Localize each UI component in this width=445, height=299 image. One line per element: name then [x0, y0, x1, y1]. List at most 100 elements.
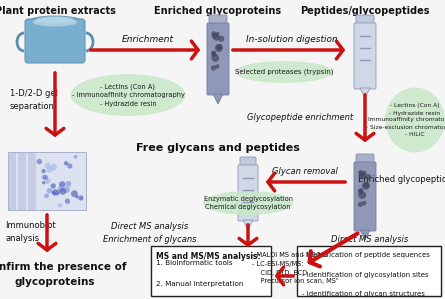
Circle shape	[46, 166, 53, 173]
FancyBboxPatch shape	[207, 23, 229, 95]
Text: - Identification of peptide sequences

- Identification of glycosylation sites

: - Identification of peptide sequences - …	[302, 252, 430, 297]
Circle shape	[57, 203, 62, 208]
Circle shape	[80, 197, 83, 200]
Text: Immunoblot
analysis: Immunoblot analysis	[5, 221, 56, 243]
FancyBboxPatch shape	[151, 246, 271, 296]
Circle shape	[215, 44, 223, 52]
Polygon shape	[360, 88, 370, 98]
Text: Enriched glycopeptides: Enriched glycopeptides	[358, 176, 445, 184]
Circle shape	[55, 190, 60, 195]
Circle shape	[215, 32, 219, 36]
Circle shape	[65, 181, 71, 187]
Circle shape	[41, 175, 46, 180]
Circle shape	[41, 169, 46, 173]
Text: - Lectins (Con A)
- Immunoaffinity chromatography
- Hydrazide resin: - Lectins (Con A) - Immunoaffinity chrom…	[72, 83, 184, 107]
Circle shape	[78, 195, 83, 201]
FancyBboxPatch shape	[297, 246, 441, 296]
Ellipse shape	[28, 16, 82, 28]
Circle shape	[65, 199, 70, 204]
Polygon shape	[213, 94, 223, 104]
Circle shape	[359, 188, 363, 192]
Circle shape	[359, 172, 364, 177]
Text: Plant protein extracts: Plant protein extracts	[0, 6, 115, 16]
Text: - Lectins (Con A)
- Hydrazide resin
- Immunoaffinity chromatography
- Size-exclu: - Lectins (Con A) - Hydrazide resin - Im…	[364, 103, 445, 137]
Ellipse shape	[32, 18, 77, 27]
FancyBboxPatch shape	[209, 15, 227, 25]
Ellipse shape	[36, 16, 74, 24]
Text: - MALDI MS and MS/MS
- LC-ESI-MS/MS:
    CID, ETD, ECD
    Precursor ion scan, M: - MALDI MS and MS/MS - LC-ESI-MS/MS: CID…	[252, 252, 339, 284]
Circle shape	[64, 187, 70, 193]
Ellipse shape	[235, 61, 333, 83]
Text: 1. Bioinformatic tools

2. Manual interpretation: 1. Bioinformatic tools 2. Manual interpr…	[156, 260, 243, 287]
Circle shape	[43, 175, 48, 180]
Circle shape	[52, 189, 58, 196]
Text: In-solution digestion: In-solution digestion	[246, 36, 338, 45]
FancyBboxPatch shape	[354, 162, 376, 231]
Ellipse shape	[70, 74, 186, 116]
FancyBboxPatch shape	[356, 15, 374, 25]
Text: Confirm the presence of
glycoproteins: Confirm the presence of glycoproteins	[0, 262, 126, 287]
Circle shape	[42, 181, 45, 184]
Text: Enzymatic deglycosylation
Chemical deglycosylation: Enzymatic deglycosylation Chemical degly…	[203, 196, 292, 210]
Text: MS and MS/MS analysis:: MS and MS/MS analysis:	[156, 252, 261, 261]
Circle shape	[211, 51, 216, 57]
Circle shape	[211, 65, 216, 71]
Circle shape	[211, 54, 219, 62]
Ellipse shape	[203, 191, 293, 215]
Circle shape	[362, 171, 367, 175]
Circle shape	[67, 163, 73, 169]
Text: Glycan removal: Glycan removal	[272, 167, 338, 176]
Polygon shape	[243, 220, 253, 230]
Bar	[18, 152, 26, 210]
Circle shape	[358, 170, 363, 175]
FancyBboxPatch shape	[356, 154, 374, 164]
Circle shape	[358, 202, 363, 207]
Circle shape	[51, 183, 56, 189]
Circle shape	[365, 174, 371, 180]
Circle shape	[213, 34, 219, 41]
Circle shape	[75, 195, 79, 199]
Circle shape	[211, 51, 216, 55]
Polygon shape	[360, 230, 370, 240]
Text: Enrichment: Enrichment	[122, 36, 174, 45]
Bar	[28, 152, 36, 210]
FancyBboxPatch shape	[240, 157, 256, 167]
Circle shape	[358, 191, 366, 199]
Text: Direct MS analysis
Enrichment of glycans: Direct MS analysis Enrichment of glycans	[103, 222, 197, 244]
FancyBboxPatch shape	[238, 165, 258, 221]
Circle shape	[45, 180, 49, 184]
Circle shape	[362, 201, 367, 205]
Circle shape	[47, 188, 52, 193]
Circle shape	[45, 163, 51, 169]
Circle shape	[218, 36, 224, 42]
Circle shape	[60, 188, 66, 195]
Text: Peptides/glycopeptides: Peptides/glycopeptides	[300, 6, 430, 16]
Ellipse shape	[385, 88, 445, 152]
Circle shape	[358, 189, 364, 194]
Text: 1-D/2-D gel
separation: 1-D/2-D gel separation	[10, 89, 58, 111]
Circle shape	[362, 182, 370, 190]
Text: Direct MS analysis: Direct MS analysis	[332, 236, 409, 245]
Circle shape	[360, 173, 367, 179]
Circle shape	[44, 193, 49, 199]
Circle shape	[64, 161, 68, 165]
Text: Enriched glycoproteins: Enriched glycoproteins	[154, 6, 282, 16]
Circle shape	[212, 33, 217, 39]
Text: Glycopeptide enrichment: Glycopeptide enrichment	[247, 114, 353, 123]
Circle shape	[363, 182, 369, 188]
Circle shape	[73, 155, 77, 159]
FancyBboxPatch shape	[354, 23, 376, 89]
Circle shape	[50, 164, 57, 170]
Text: Free glycans and peptides: Free glycans and peptides	[136, 143, 300, 153]
Circle shape	[57, 186, 64, 193]
FancyBboxPatch shape	[8, 152, 86, 210]
Circle shape	[52, 191, 56, 195]
Circle shape	[215, 64, 219, 69]
Circle shape	[216, 44, 222, 50]
Text: Selected proteases (trypsin): Selected proteases (trypsin)	[235, 69, 333, 75]
FancyBboxPatch shape	[25, 19, 85, 63]
Circle shape	[211, 31, 216, 36]
Circle shape	[36, 159, 42, 164]
Circle shape	[71, 190, 78, 197]
Circle shape	[59, 181, 65, 188]
